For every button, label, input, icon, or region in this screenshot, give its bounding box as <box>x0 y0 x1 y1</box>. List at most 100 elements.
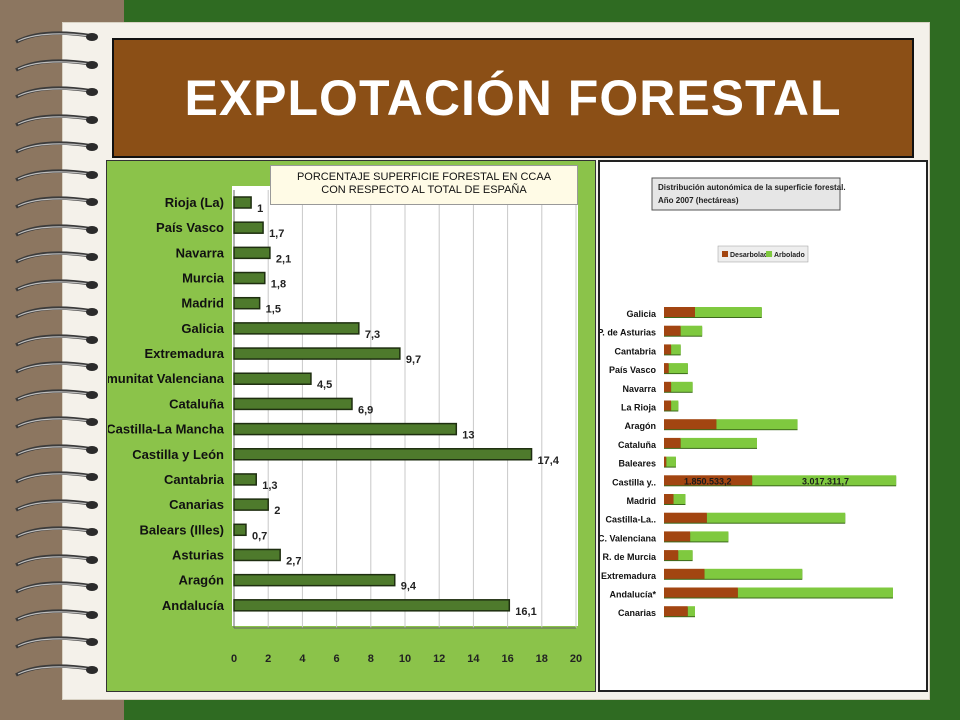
bar-arbolado <box>666 456 676 467</box>
bar-value-label: 1 <box>257 203 263 215</box>
category-label: R. de Murcia <box>602 552 657 562</box>
bar-arbolado <box>687 606 695 617</box>
category-label: Madrid <box>626 496 656 506</box>
category-label: Castilla y.. <box>612 477 656 487</box>
category-label: Andalucía <box>162 598 225 613</box>
spiral-ring <box>15 663 98 677</box>
spiral-ring <box>15 608 98 622</box>
category-label: Rioja (La) <box>165 195 224 210</box>
category-label: P. de Asturias <box>600 328 656 338</box>
bar <box>233 548 281 562</box>
spiral-ring <box>15 251 98 264</box>
bar-value-label: 6,9 <box>358 404 373 416</box>
bar <box>233 271 266 285</box>
bar <box>233 372 312 385</box>
bar-arbolado <box>680 325 703 336</box>
bar-value-label: 1,3 <box>262 480 277 492</box>
category-label: La Rioja <box>621 403 657 413</box>
bar-arbolado <box>668 363 688 374</box>
category-label: Comunitat Valenciana <box>108 371 225 386</box>
spiral-ring <box>15 581 98 594</box>
category-label: Aragón <box>179 573 225 588</box>
bar-desarbolado <box>664 587 738 598</box>
category-label: Castilla-La Mancha <box>108 422 225 437</box>
spiral-ring <box>15 636 98 649</box>
bar-value-label: 1,8 <box>271 279 286 291</box>
spiral-ring <box>15 86 98 99</box>
legend-label-desarbolado: Desarbolado <box>730 252 772 259</box>
category-label: Cataluña <box>618 440 657 450</box>
bar-value-label: 2 <box>274 505 280 517</box>
bar-arbolado <box>671 344 681 355</box>
category-label: País Vasco <box>609 365 657 375</box>
bar <box>233 422 458 436</box>
bar-desarbolado <box>664 550 679 561</box>
bar-value-label: 1,7 <box>269 228 284 240</box>
bar-value-label: 1,5 <box>266 304 281 316</box>
x-tick-label: 10 <box>399 653 411 665</box>
category-label: Navarra <box>176 245 225 260</box>
x-tick-label: 16 <box>501 653 513 665</box>
x-tick-label: 8 <box>368 653 374 665</box>
category-label: País Vasco <box>156 220 224 235</box>
spiral-ring <box>15 113 98 127</box>
category-label: Asturias <box>172 547 224 562</box>
x-tick-label: 6 <box>334 653 340 665</box>
spiral-ring <box>15 361 98 374</box>
category-label: Aragón <box>625 421 657 431</box>
spiral-ring <box>15 498 98 512</box>
bar-desarbolado <box>664 419 717 430</box>
category-label: Galicia <box>181 321 224 336</box>
bar-arbolado <box>704 568 803 579</box>
spiral-ring <box>15 278 98 292</box>
bar-arbolado <box>716 419 798 430</box>
bar <box>233 322 360 335</box>
chart-title-box <box>651 177 841 211</box>
data-label: 1.850.533,2 <box>684 476 732 486</box>
legend-swatch-arbolado <box>766 251 772 257</box>
category-label: Murcia <box>182 271 225 286</box>
spiral-ring <box>15 416 98 429</box>
category-label: Navarra <box>622 384 657 394</box>
bar-desarbolado <box>664 568 705 579</box>
category-label: Cataluña <box>169 396 225 411</box>
x-tick-label: 4 <box>299 653 306 665</box>
bar-value-label: 17,4 <box>538 455 560 467</box>
bar <box>233 221 264 234</box>
category-label: Canarias <box>618 608 656 618</box>
bar-arbolado <box>671 400 679 411</box>
bar-value-label: 4,5 <box>317 379 332 391</box>
x-tick-label: 14 <box>467 653 480 665</box>
bar <box>233 196 252 209</box>
bar-value-label: 16,1 <box>515 606 536 618</box>
bar-value-label: 2,1 <box>276 253 291 265</box>
bar <box>233 296 261 310</box>
bar <box>233 448 533 461</box>
x-tick-label: 12 <box>433 653 445 665</box>
bar <box>233 347 401 360</box>
bar-desarbolado <box>664 307 695 317</box>
spiral-ring <box>15 196 98 209</box>
spiral-ring <box>15 58 98 72</box>
bar-arbolado <box>752 475 897 486</box>
legend-box <box>717 245 809 263</box>
hectares-stacked-bar-chart: Distribución autonómica de la superficie… <box>597 177 897 618</box>
spiral-ring <box>15 168 98 182</box>
bar <box>233 473 257 486</box>
bar-value-label: 0,7 <box>252 530 267 542</box>
category-label: Canarias <box>169 497 224 512</box>
spiral-ring <box>15 223 98 237</box>
category-label: Galicia <box>626 309 657 319</box>
bar-value-label: 2,7 <box>286 555 301 567</box>
bar-desarbolado <box>664 344 672 355</box>
bar-value-label: 7,3 <box>365 329 380 341</box>
spiral-ring <box>15 388 98 402</box>
x-tick-label: 20 <box>570 653 582 665</box>
bar-value-label: 13 <box>462 430 474 442</box>
bar <box>233 599 511 612</box>
slide-title: EXPLOTACIÓN FORESTAL <box>184 70 842 126</box>
bar-value-label: 9,7 <box>406 354 421 366</box>
chart-caption: PORCENTAJE SUPERFICIE FORESTAL EN CCAA C… <box>270 165 578 205</box>
category-label: Balears (Illes) <box>139 522 224 537</box>
bar-desarbolado <box>664 606 688 617</box>
